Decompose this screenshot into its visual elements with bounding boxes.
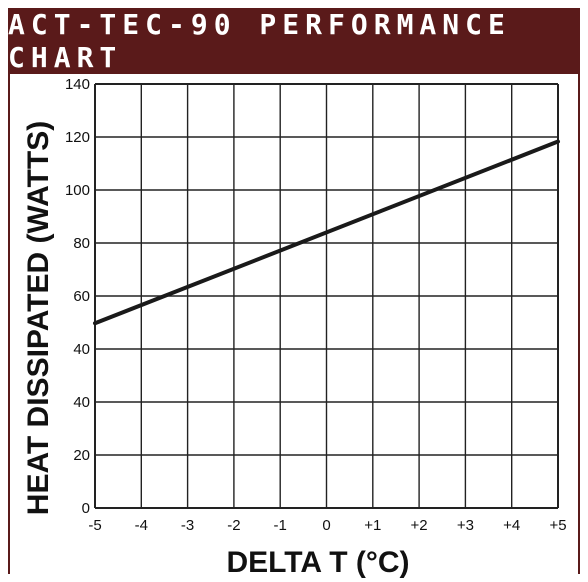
- x-tick-label: -4: [135, 517, 148, 534]
- x-tick-label: -5: [88, 517, 101, 534]
- y-axis-title: HEAT DISSIPATED (WATTS): [22, 121, 55, 515]
- x-tick-label: +2: [411, 517, 428, 534]
- x-tick-label: -1: [274, 517, 287, 534]
- y-tick-label: 140: [65, 76, 90, 93]
- series-line: [93, 139, 560, 326]
- y-tick-labels: 0 20 40 40 60 80 100 120 140: [65, 76, 90, 517]
- y-tick-label: 80: [73, 235, 90, 252]
- y-tick-label: 20: [73, 447, 90, 464]
- y-tick-label: 60: [73, 288, 90, 305]
- y-tick-label: 40: [73, 394, 90, 411]
- y-tick-label: 100: [65, 182, 90, 199]
- chart-grid: [94, 83, 559, 509]
- x-tick-label: +4: [503, 517, 520, 534]
- y-tick-label: 40: [73, 341, 90, 358]
- x-tick-label: -2: [227, 517, 240, 534]
- x-tick-labels: -5 -4 -3 -2 -1 0 +1 +2 +3 +4 +5: [88, 517, 566, 534]
- chart-title: ACT-TEC-90 PERFORMANCE CHART: [8, 8, 511, 74]
- y-tick-label: 0: [82, 500, 90, 517]
- x-tick-label: +3: [457, 517, 474, 534]
- x-tick-label: +5: [549, 517, 566, 534]
- chart-frame: [8, 8, 580, 574]
- x-tick-label: +1: [364, 517, 381, 534]
- y-tick-label: 120: [65, 129, 90, 146]
- series-layer: [93, 139, 560, 326]
- x-tick-label: 0: [322, 517, 330, 534]
- x-axis-title: DELTA T (°C): [226, 546, 409, 579]
- x-tick-label: -3: [181, 517, 194, 534]
- chart-header: ACT-TEC-90 PERFORMANCE CHART: [8, 8, 580, 74]
